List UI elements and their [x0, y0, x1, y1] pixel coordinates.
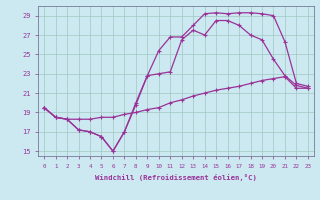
- X-axis label: Windchill (Refroidissement éolien,°C): Windchill (Refroidissement éolien,°C): [95, 174, 257, 181]
